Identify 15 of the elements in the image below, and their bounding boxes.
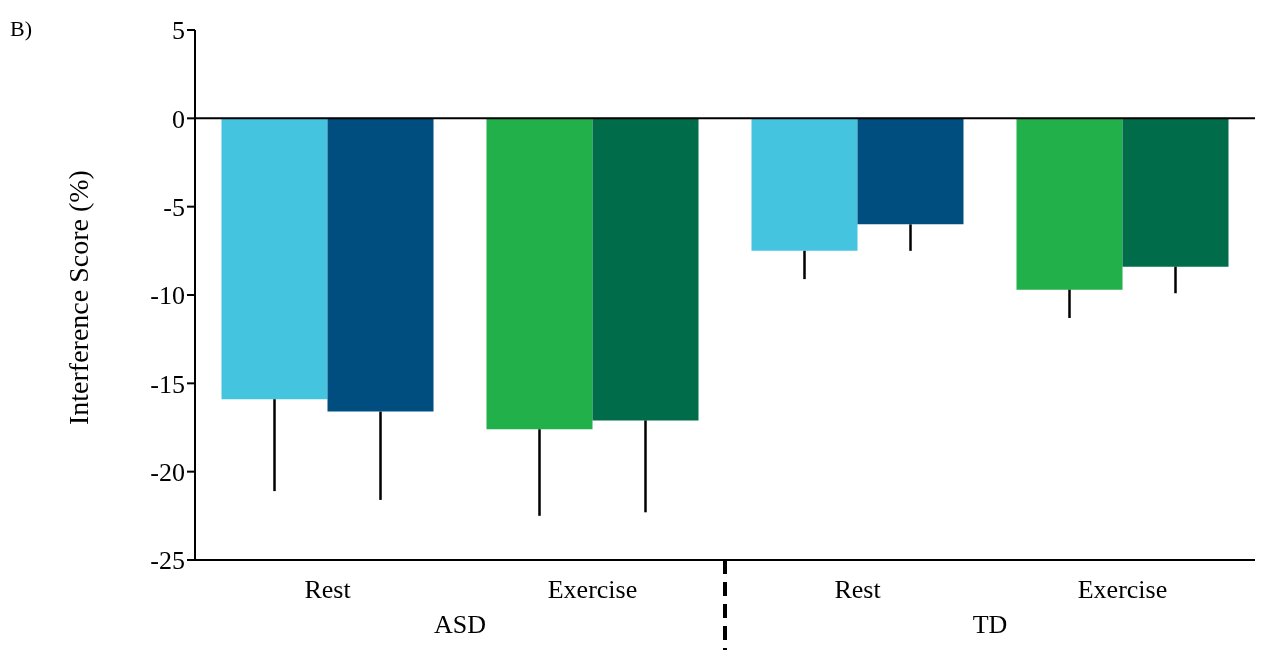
y-tick-label: -15 xyxy=(150,369,185,399)
y-tick-label: 0 xyxy=(172,104,185,134)
y-tick-label: -25 xyxy=(150,546,185,576)
x-tick-label: Exercise xyxy=(547,575,638,605)
text: B) xyxy=(10,16,32,42)
y-tick-label: -20 xyxy=(150,457,185,487)
text: ASD xyxy=(433,610,487,640)
y-tick-label: -10 xyxy=(150,281,185,311)
x-tick-label: Rest xyxy=(304,575,352,605)
x-tick-label: Rest xyxy=(834,575,882,605)
text: TD xyxy=(971,610,1009,640)
y-tick-label: -5 xyxy=(163,192,185,222)
y-tick-label: 5 xyxy=(172,16,185,46)
x-tick-label: Exercise xyxy=(1077,575,1168,605)
y-axis-title: Interference Score (%) xyxy=(62,170,94,425)
